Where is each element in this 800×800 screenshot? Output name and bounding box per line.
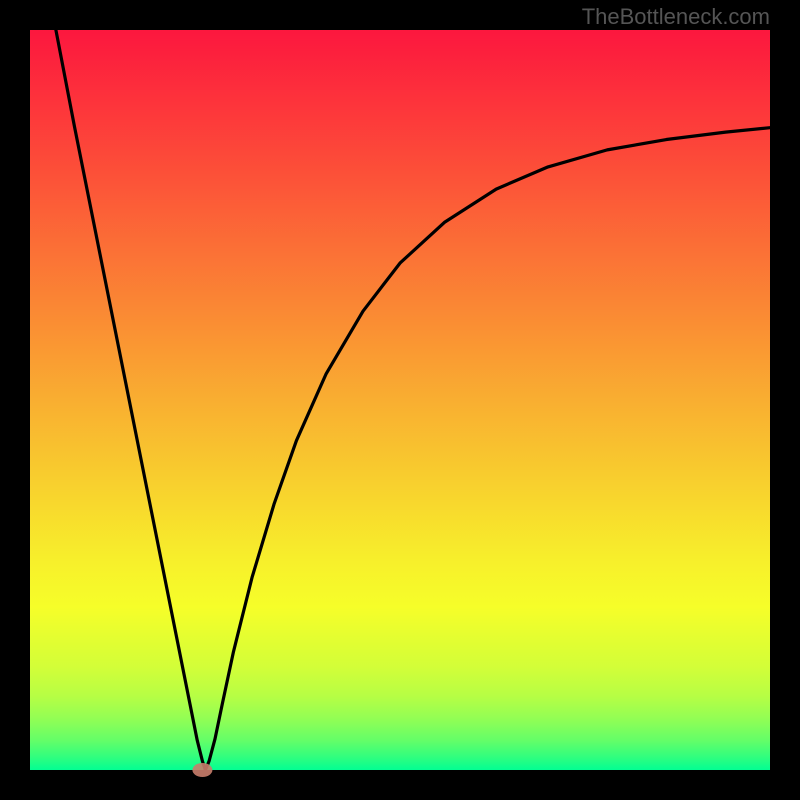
attribution-text: TheBottleneck.com [582,4,770,30]
optimum-marker [192,763,212,777]
chart-container: TheBottleneck.com [0,0,800,800]
bottleneck-chart [0,0,800,800]
